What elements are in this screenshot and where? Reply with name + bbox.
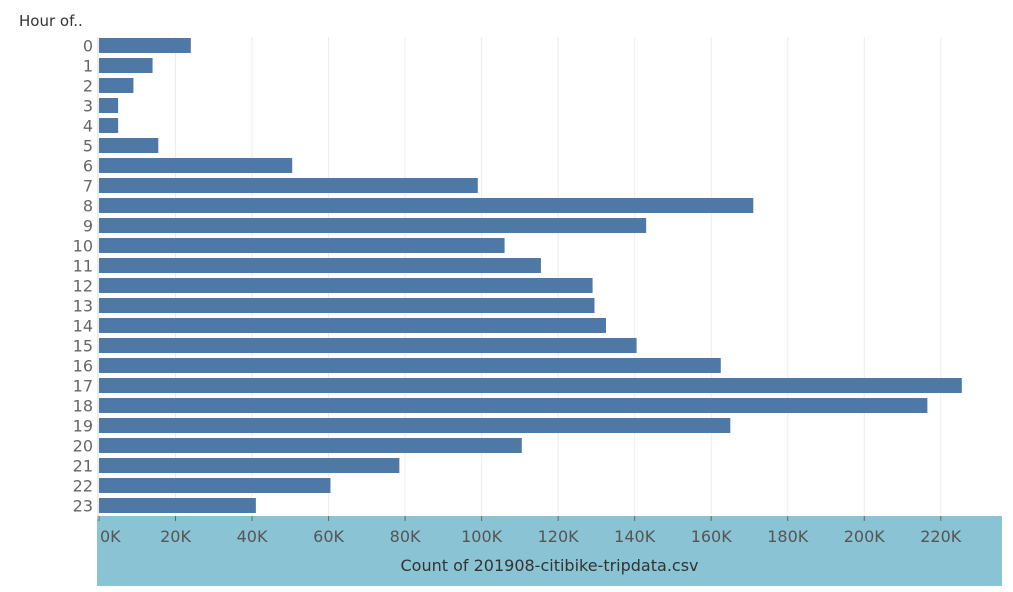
y-tick-label: 16: [73, 357, 93, 376]
y-tick-label: 0: [83, 37, 93, 56]
bar-hour-5[interactable]: [99, 138, 159, 153]
x-tick-label: 200K: [844, 527, 886, 546]
bar-hour-19[interactable]: [99, 418, 731, 433]
bar-hour-3[interactable]: [99, 98, 119, 113]
bar-hour-13[interactable]: [99, 298, 595, 313]
bar-hour-10[interactable]: [99, 238, 505, 253]
y-tick-label: 12: [73, 277, 93, 296]
y-tick-label: 3: [83, 97, 93, 116]
y-tick-label: 5: [83, 137, 93, 156]
y-tick-label: 20: [73, 437, 93, 456]
bar-hour-21[interactable]: [99, 458, 400, 473]
y-tick-label: 2: [83, 77, 93, 96]
y-tick-label: 23: [73, 497, 93, 516]
bar-hour-6[interactable]: [99, 158, 293, 173]
bars: [99, 38, 962, 513]
y-tick-label: 11: [73, 257, 93, 276]
x-tick-label: 60K: [313, 527, 344, 546]
x-tick-label: 120K: [538, 527, 580, 546]
y-tick-label: 15: [73, 337, 93, 356]
y-tick-label: 8: [83, 197, 93, 216]
x-axis-title: Count of 201908-citibike-tripdata.csv: [400, 556, 699, 575]
y-tick-label: 7: [83, 177, 93, 196]
y-tick-label: 17: [73, 377, 93, 396]
x-tick-label: 140K: [614, 527, 656, 546]
bar-hour-1[interactable]: [99, 58, 153, 73]
y-tick-label: 13: [73, 297, 93, 316]
row-header-label: Hour of..: [19, 12, 83, 30]
x-tick-label: 100K: [461, 527, 503, 546]
x-tick-labels: 0K 20K 40K 60K 80K 100K 120K 140K 160K 180K 200K 22…: [98, 516, 962, 546]
y-tick-label: 9: [83, 217, 93, 236]
bar-hour-4[interactable]: [99, 118, 119, 133]
y-tick-label: 6: [83, 157, 93, 176]
bar-hour-20[interactable]: [99, 438, 522, 453]
bar-hour-9[interactable]: [99, 218, 647, 233]
y-tick-label: 19: [73, 417, 93, 436]
y-tick-label: 18: [73, 397, 93, 416]
bar-hour-16[interactable]: [99, 358, 721, 373]
bar-hour-14[interactable]: [99, 318, 606, 333]
x-tick-label: 180K: [767, 527, 809, 546]
x-tick-label: 220K: [920, 527, 962, 546]
bar-hour-22[interactable]: [99, 478, 331, 493]
y-tick-label: 1: [83, 57, 93, 76]
y-tick-label: 14: [73, 317, 93, 336]
x-tick-label: 80K: [390, 527, 421, 546]
grid-lines: [97, 37, 942, 519]
bar-hour-0[interactable]: [99, 38, 191, 53]
bar-hour-18[interactable]: [99, 398, 928, 413]
y-tick-label: 22: [73, 477, 93, 496]
y-tick-label: 21: [73, 457, 93, 476]
x-tick-label: 0K: [100, 527, 121, 546]
y-tick-label: 10: [73, 237, 93, 256]
x-axis-band: [97, 516, 1002, 586]
x-tick-label: 40K: [237, 527, 268, 546]
bar-hour-12[interactable]: [99, 278, 593, 293]
x-tick-label: 20K: [160, 527, 191, 546]
y-tick-label: 4: [83, 117, 93, 136]
bar-hour-2[interactable]: [99, 78, 134, 93]
bar-hour-8[interactable]: [99, 198, 754, 213]
bar-hour-17[interactable]: [99, 378, 962, 393]
bar-hour-15[interactable]: [99, 338, 637, 353]
x-tick-label: 160K: [691, 527, 733, 546]
bar-hour-7[interactable]: [99, 178, 478, 193]
bar-hour-23[interactable]: [99, 498, 256, 513]
bar-hour-11[interactable]: [99, 258, 541, 273]
